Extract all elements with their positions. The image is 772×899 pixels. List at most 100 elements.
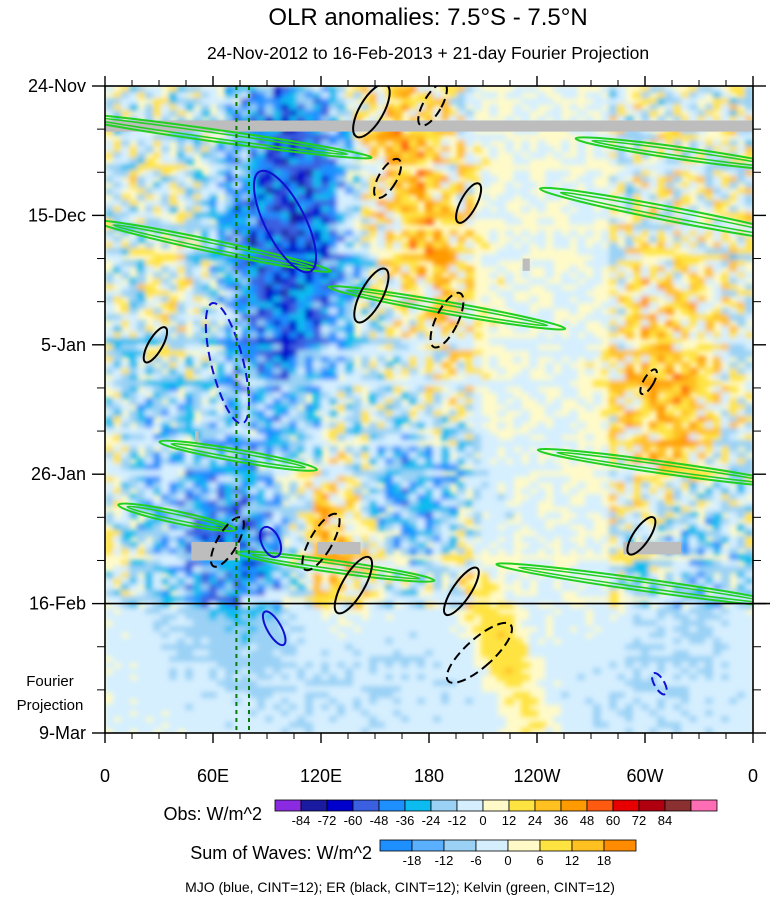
anomaly-cell bbox=[337, 608, 346, 615]
anomaly-cell bbox=[289, 722, 298, 729]
anomaly-cell bbox=[249, 632, 258, 639]
anomaly-cell bbox=[193, 476, 202, 483]
anomaly-cell bbox=[265, 236, 274, 243]
anomaly-cell bbox=[561, 602, 570, 609]
anomaly-cell bbox=[385, 620, 394, 627]
anomaly-cell bbox=[121, 284, 130, 291]
anomaly-cell bbox=[353, 488, 362, 495]
anomaly-cell bbox=[193, 170, 202, 177]
anomaly-cell bbox=[289, 608, 298, 615]
anomaly-cell bbox=[289, 644, 298, 651]
anomaly-cell bbox=[553, 116, 562, 123]
anomaly-cell bbox=[233, 668, 242, 675]
anomaly-cell bbox=[193, 194, 202, 201]
anomaly-cell bbox=[169, 230, 178, 237]
anomaly-cell bbox=[281, 428, 290, 435]
anomaly-cell bbox=[265, 518, 274, 525]
anomaly-cell bbox=[425, 404, 434, 411]
anomaly-cell bbox=[265, 536, 274, 543]
anomaly-cell bbox=[337, 698, 346, 705]
anomaly-cell bbox=[273, 296, 282, 303]
anomaly-cell bbox=[465, 572, 474, 579]
anomaly-cell bbox=[441, 590, 450, 597]
anomaly-cell bbox=[545, 674, 554, 681]
anomaly-cell bbox=[129, 686, 138, 693]
anomaly-cell bbox=[433, 656, 442, 663]
anomaly-cell bbox=[465, 518, 474, 525]
anomaly-cell bbox=[185, 170, 194, 177]
anomaly-cell bbox=[465, 368, 474, 375]
anomaly-cell bbox=[153, 410, 162, 417]
anomaly-cell bbox=[289, 320, 298, 327]
anomaly-cell bbox=[305, 686, 314, 693]
anomaly-cell bbox=[273, 134, 282, 141]
anomaly-cell bbox=[337, 416, 346, 423]
anomaly-cell bbox=[177, 578, 186, 585]
anomaly-cell bbox=[385, 488, 394, 495]
anomaly-cell bbox=[321, 692, 330, 699]
anomaly-cell bbox=[225, 428, 234, 435]
anomaly-cell bbox=[393, 218, 402, 225]
anomaly-cell bbox=[281, 506, 290, 513]
anomaly-cell bbox=[433, 524, 442, 531]
anomaly-cell bbox=[457, 668, 466, 675]
anomaly-cell bbox=[153, 134, 162, 141]
anomaly-cell bbox=[449, 314, 458, 321]
anomaly-cell bbox=[513, 458, 522, 465]
anomaly-cell bbox=[121, 92, 130, 99]
anomaly-cell bbox=[457, 446, 466, 453]
anomaly-cell bbox=[385, 152, 394, 159]
anomaly-cell bbox=[481, 536, 490, 543]
anomaly-cell bbox=[265, 170, 274, 177]
anomaly-cell bbox=[193, 668, 202, 675]
anomaly-cell bbox=[409, 674, 418, 681]
anomaly-cell bbox=[345, 686, 354, 693]
anomaly-cell bbox=[233, 134, 242, 141]
anomaly-cell bbox=[289, 272, 298, 279]
anomaly-cell bbox=[385, 182, 394, 189]
anomaly-cell bbox=[169, 104, 178, 111]
anomaly-cell bbox=[337, 668, 346, 675]
anomaly-cell bbox=[433, 374, 442, 381]
anomaly-cell bbox=[297, 428, 306, 435]
anomaly-cell bbox=[345, 674, 354, 681]
anomaly-cell bbox=[201, 596, 210, 603]
anomaly-cell bbox=[353, 446, 362, 453]
anomaly-cell bbox=[273, 590, 282, 597]
anomaly-cell bbox=[497, 530, 506, 537]
anomaly-cell bbox=[409, 458, 418, 465]
anomaly-cell bbox=[241, 596, 250, 603]
anomaly-cell bbox=[425, 152, 434, 159]
anomaly-cell bbox=[417, 170, 426, 177]
anomaly-cell bbox=[201, 482, 210, 489]
anomaly-cell bbox=[241, 86, 250, 93]
anomaly-cell bbox=[473, 686, 482, 693]
anomaly-cell bbox=[249, 596, 258, 603]
anomaly-cell bbox=[265, 530, 274, 537]
anomaly-cell bbox=[129, 278, 138, 285]
anomaly-cell bbox=[225, 104, 234, 111]
anomaly-cell bbox=[457, 302, 466, 309]
anomaly-cell bbox=[537, 680, 546, 687]
anomaly-cell bbox=[393, 638, 402, 645]
anomaly-cell bbox=[289, 680, 298, 687]
anomaly-cell bbox=[177, 140, 186, 147]
anomaly-cell bbox=[169, 614, 178, 621]
anomaly-cell bbox=[385, 656, 394, 663]
anomaly-cell bbox=[425, 458, 434, 465]
anomaly-cell bbox=[145, 698, 154, 705]
anomaly-cell bbox=[153, 662, 162, 669]
anomaly-cell bbox=[121, 668, 130, 675]
anomaly-cell bbox=[313, 212, 322, 219]
anomaly-cell bbox=[433, 152, 442, 159]
anomaly-cell bbox=[233, 212, 242, 219]
anomaly-cell bbox=[249, 668, 258, 675]
anomaly-cell bbox=[545, 644, 554, 651]
anomaly-cell bbox=[273, 698, 282, 705]
anomaly-cell bbox=[329, 380, 338, 387]
anomaly-cell bbox=[233, 482, 242, 489]
anomaly-cell bbox=[481, 530, 490, 537]
anomaly-cell bbox=[545, 476, 554, 483]
anomaly-cell bbox=[329, 200, 338, 207]
anomaly-cell bbox=[457, 104, 466, 111]
